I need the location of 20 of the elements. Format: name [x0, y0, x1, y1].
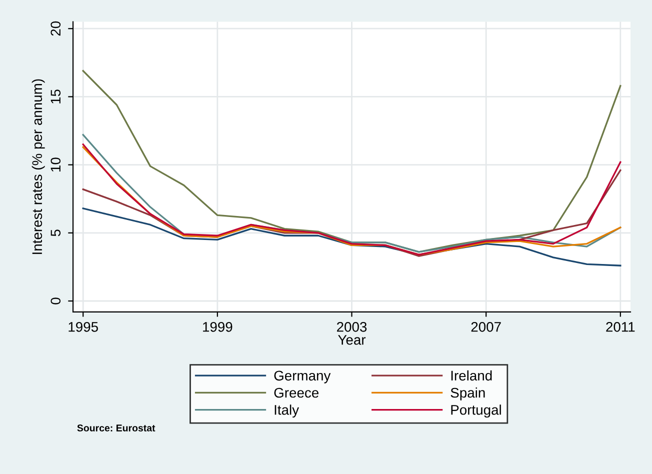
- legend-label: Greece: [274, 388, 318, 398]
- y-tick-label: 20: [50, 21, 61, 36]
- legend-label: Ireland: [451, 370, 492, 381]
- x-tick-label: 2007: [471, 322, 501, 332]
- legend-label: Germany: [274, 370, 331, 384]
- y-tick-label: 10: [50, 158, 61, 172]
- legend-label: Portugal: [451, 404, 501, 418]
- line-series: [82, 70, 622, 253]
- y-tick-label: 0: [50, 298, 61, 304]
- y-tick-label: 5: [50, 230, 61, 236]
- x-tick-label: 1999: [203, 322, 232, 332]
- x-tick-label: 2011: [606, 322, 635, 332]
- legend-label: Italy: [274, 404, 300, 418]
- x-tick-label: 2003: [337, 322, 367, 332]
- x-axis-title: Year: [338, 335, 366, 345]
- y-axis-title: Interest rates (% per annum): [32, 79, 45, 254]
- x-tick-label: 1995: [68, 322, 98, 332]
- legend-label: Spain: [450, 387, 485, 400]
- source-note: Source: Eurostat: [77, 424, 156, 432]
- y-tick-label: 15: [50, 90, 61, 104]
